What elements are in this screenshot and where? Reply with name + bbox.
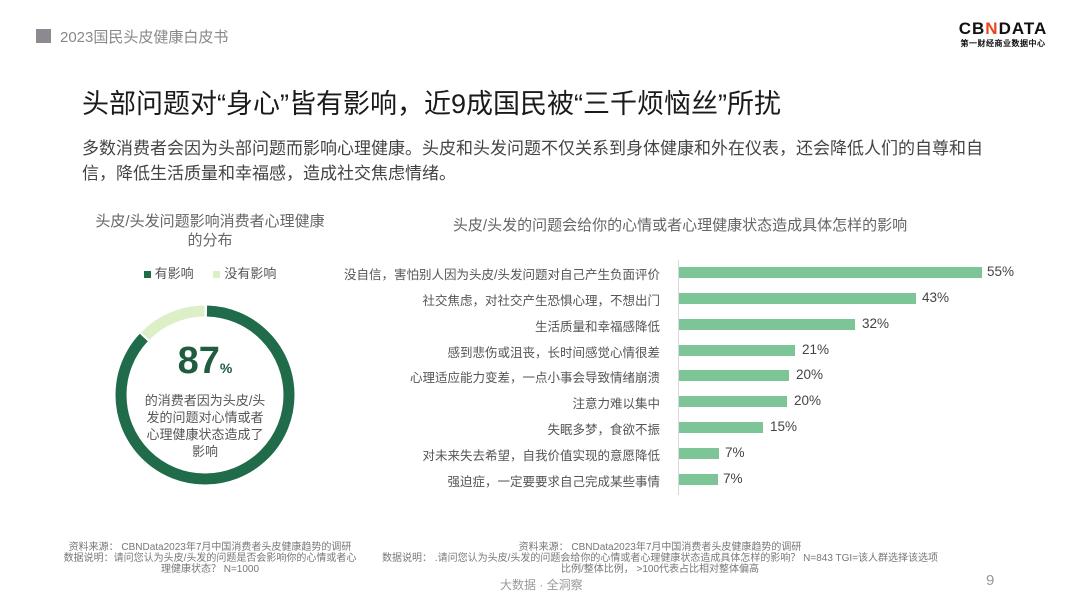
big-percentage: 87% bbox=[177, 340, 233, 382]
legend-item-affected: 有影响 bbox=[143, 266, 194, 281]
bar-value: 55% bbox=[987, 264, 1015, 279]
bar-value: 15% bbox=[770, 419, 798, 434]
bar bbox=[679, 345, 795, 356]
cbndata-logo: CBNDATA 第一财经商业数据中心 bbox=[958, 20, 1048, 50]
report-title: 2023国民头皮健康白皮书 bbox=[60, 29, 229, 46]
bar-value: 20% bbox=[794, 393, 822, 408]
source-note-left: 资料来源： CBNData2023年7月中国消费者头皮健康趋势的调研 数据说明：… bbox=[63, 542, 357, 575]
bar-value: 21% bbox=[802, 342, 830, 357]
bar-chart-axis bbox=[678, 260, 679, 495]
bar-label: 注意力难以集中 bbox=[572, 397, 660, 411]
bar-value: 32% bbox=[862, 316, 890, 331]
slide-description: 多数消费者会因为头部问题而影响心理健康。头皮和头发问题不仅关系到身体健康和外在仪… bbox=[82, 139, 983, 183]
bar bbox=[679, 448, 719, 459]
bar-row: 对未来失去希望，自我价值实现的意愿降低 7% bbox=[330, 444, 1050, 464]
bar bbox=[679, 319, 855, 330]
bar-row: 生活质量和幸福感降低 32% bbox=[330, 315, 1050, 335]
bar-row: 强迫症，一定要要求自己完成某些事情 7% bbox=[330, 470, 1050, 490]
bar bbox=[679, 267, 982, 278]
bar bbox=[679, 396, 787, 407]
donut-segment-not-affected bbox=[115, 305, 295, 485]
donut-chart bbox=[115, 305, 295, 485]
logo-wordmark: CBNDATA bbox=[958, 19, 1048, 38]
donut-center-label: 87% 的消费者因为头皮/头发的问题对心情或者心理健康状态造成了影响 bbox=[115, 305, 295, 485]
slide-title: 头部问题对“身心”皆有影响，近9成国民被“三千烦恼丝”所扰 bbox=[82, 89, 781, 119]
bar-row: 注意力难以集中 20% bbox=[330, 392, 1050, 412]
bar-row: 心理适应能力变差，一点小事会导致情绪崩溃 20% bbox=[330, 366, 1050, 386]
bar bbox=[679, 422, 763, 433]
page-number: 9 bbox=[986, 572, 995, 589]
bar-value: 20% bbox=[796, 367, 824, 382]
bar-label: 社交焦虑，对社交产生恐惧心理，不想出门 bbox=[422, 294, 660, 308]
bar-row: 没自信，害怕别人因为头皮/头发问题对自己产生负面评价 55% bbox=[330, 263, 1050, 283]
bar-label: 失眠多梦，食欲不振 bbox=[547, 423, 660, 437]
legend-item-not-affected: 没有影响 bbox=[213, 266, 276, 281]
header-square-marker bbox=[36, 29, 51, 43]
bar-chart-title: 头皮/头发的问题会给你的心情或者心理健康状态造成具体怎样的影响 bbox=[452, 217, 908, 234]
bar-label: 对未来失去希望，自我价值实现的意愿降低 bbox=[422, 449, 660, 463]
logo-subtitle: 第一财经商业数据中心 bbox=[960, 39, 1046, 48]
bar-value: 7% bbox=[723, 471, 743, 486]
bar-row: 失眠多梦，食欲不振 15% bbox=[330, 418, 1050, 438]
donut-center-text: 的消费者因为头皮/头发的问题对心情或者心理健康状态造成了影响 bbox=[144, 393, 266, 459]
bar-label: 强迫症，一定要要求自己完成某些事情 bbox=[447, 475, 660, 489]
footer-tagline: 大数据 · 全洞察 bbox=[500, 578, 583, 592]
donut-chart-title: 头皮/头发问题影响消费者心理健康的分布 bbox=[95, 213, 325, 249]
bar-row: 感到悲伤或沮丧，长时间感觉心情很差 21% bbox=[330, 341, 1050, 361]
bar-value: 7% bbox=[725, 445, 745, 460]
legend-swatch-icon bbox=[213, 271, 221, 279]
bar-value: 43% bbox=[922, 290, 950, 305]
legend-swatch-icon bbox=[143, 271, 151, 279]
bar-label: 心理适应能力变差，一点小事会导致情绪崩溃 bbox=[409, 371, 660, 385]
bar bbox=[679, 474, 718, 485]
bar-row: 社交焦虑，对社交产生恐惧心理，不想出门 43% bbox=[330, 289, 1050, 309]
bar-label: 没自信，害怕别人因为头皮/头发问题对自己产生负面评价 bbox=[344, 268, 660, 282]
bar bbox=[679, 293, 916, 304]
bar-label: 感到悲伤或沮丧，长时间感觉心情很差 bbox=[447, 346, 660, 360]
bar bbox=[679, 370, 789, 381]
source-note-right: 资料来源： CBNData2023年7月中国消费者头皮健康趋势的调研 数据说明：… bbox=[382, 542, 938, 575]
donut-legend: 有影响 没有影响 bbox=[95, 263, 325, 282]
donut-segment-affected bbox=[115, 305, 295, 485]
bar-label: 生活质量和幸福感降低 bbox=[534, 320, 660, 334]
